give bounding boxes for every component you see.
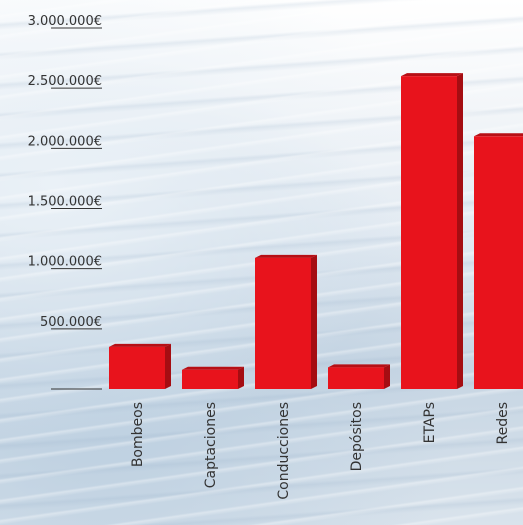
bar-redes <box>474 133 523 389</box>
bar-side <box>311 254 317 389</box>
bar-side <box>238 366 244 389</box>
y-tick-label: 2.000.000€ <box>28 134 102 149</box>
x-tick-label: Redes <box>495 402 511 445</box>
x-axis: Bombeos Captaciones Conducciones Depósitos E… <box>130 402 511 500</box>
y-tick-label: 1.000.000€ <box>28 255 102 270</box>
x-tick-label: Conducciones <box>276 402 292 500</box>
bars <box>109 73 523 389</box>
bar-front <box>401 76 457 389</box>
bar-top <box>109 343 171 347</box>
x-tick-label: ETAPs <box>422 402 438 443</box>
bar-side <box>384 364 390 389</box>
bar-front <box>182 369 238 389</box>
bar-bombeos <box>109 343 171 389</box>
x-tick-label: Depósitos <box>349 402 365 471</box>
bar-side <box>457 73 463 389</box>
x-tick-label: Captaciones <box>203 402 219 488</box>
bar-captaciones <box>182 366 244 389</box>
x-tick-label: Bombeos <box>130 402 146 467</box>
bar-conducciones <box>255 254 317 389</box>
bar-top <box>328 364 390 368</box>
bar-front <box>109 346 165 389</box>
bar-side <box>165 343 171 389</box>
bar-top <box>474 133 523 137</box>
bar-front <box>255 257 311 389</box>
bar-etaps <box>401 73 463 389</box>
y-axis: 3.000.000€ 2.500.000€ 2.000.000€ 1.500.000€… <box>28 14 102 330</box>
bar-front <box>328 367 384 389</box>
y-tick-label: 3.000.000€ <box>28 14 102 29</box>
y-tick-label: 500.000€ <box>40 315 102 330</box>
bar-top <box>182 366 244 370</box>
bar-top <box>255 254 317 258</box>
y-tick-label: 1.500.000€ <box>28 195 102 210</box>
y-tick-label: 2.500.000€ <box>28 74 102 89</box>
bar-top <box>401 73 463 77</box>
bar-front <box>474 136 523 389</box>
bar-depósitos <box>328 364 390 389</box>
